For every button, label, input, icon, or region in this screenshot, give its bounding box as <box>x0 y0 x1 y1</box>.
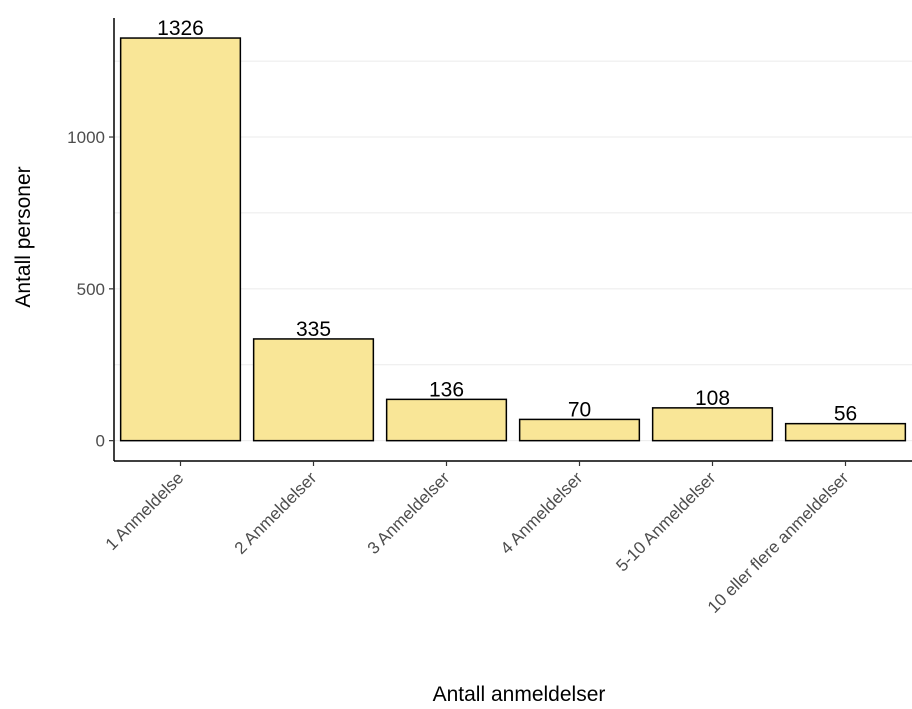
bars <box>119 37 907 442</box>
x-tick-label-2: 3 Anmeldelser <box>364 468 454 558</box>
y-tick-label-0: 0 <box>96 432 105 451</box>
y-axis-title: Antall personer <box>12 166 35 307</box>
bar-5 <box>651 407 774 442</box>
x-tick-label-3: 4 Anmeldelser <box>497 468 587 558</box>
x-axis-title: Antall anmeldelser <box>433 683 606 706</box>
bar-4 <box>518 418 641 442</box>
y-tick-label-2: 1000 <box>67 128 105 147</box>
bar-value-label-2: 335 <box>296 318 331 341</box>
bar-2 <box>252 338 375 442</box>
data-labels: 1326 335 136 70 108 56 <box>157 17 857 426</box>
bar-value-label-4: 70 <box>568 398 591 421</box>
bar-3 <box>385 398 508 442</box>
bar-value-label-3: 136 <box>429 378 464 401</box>
x-tick-label-1: 2 Anmeldelser <box>231 468 321 558</box>
bar-1 <box>119 37 242 442</box>
bar-6 <box>784 422 907 442</box>
y-tick-label-1: 500 <box>77 280 105 299</box>
gridlines <box>114 60 912 442</box>
bar-value-label-1: 1326 <box>157 17 204 40</box>
x-tick-label-0: 1 Anmeldelse <box>102 468 188 554</box>
x-tick-label-5: 10 eller flere anmeldelser <box>704 468 853 617</box>
bar-value-label-6: 56 <box>834 403 857 426</box>
bar-value-label-5: 108 <box>695 387 730 410</box>
x-tick-label-4: 5-10 Anmeldelser <box>612 468 719 575</box>
